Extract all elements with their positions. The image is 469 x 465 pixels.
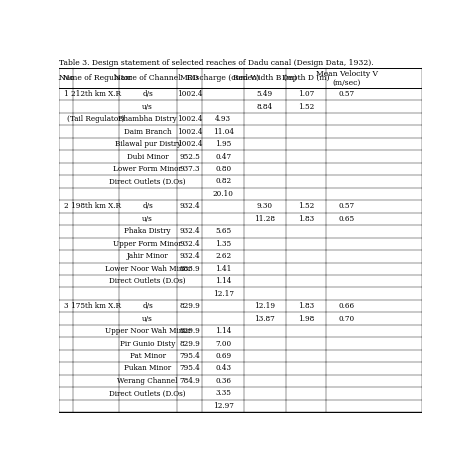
Text: 2: 2 — [64, 202, 68, 211]
Text: 8.84: 8.84 — [257, 103, 273, 111]
Text: 3: 3 — [64, 302, 68, 310]
Text: d/s: d/s — [142, 202, 153, 211]
Text: . No: . No — [58, 74, 74, 82]
Text: d/s: d/s — [142, 90, 153, 98]
Text: Discharge (cumec): Discharge (cumec) — [187, 74, 259, 82]
Text: 1.35: 1.35 — [215, 240, 231, 248]
Text: 12.17: 12.17 — [212, 290, 234, 298]
Text: 1.14: 1.14 — [215, 277, 231, 285]
Text: 198th km X.R: 198th km X.R — [71, 202, 121, 211]
Text: Upper Form Minor: Upper Form Minor — [113, 240, 182, 248]
Text: 0.66: 0.66 — [339, 302, 355, 310]
Text: 20.10: 20.10 — [212, 190, 234, 198]
Text: 4.93: 4.93 — [215, 115, 231, 123]
Text: 1.83: 1.83 — [298, 302, 314, 310]
Text: Mean Velocity V
(m/sec): Mean Velocity V (m/sec) — [316, 70, 378, 87]
Text: d/s: d/s — [142, 302, 153, 310]
Text: 5.49: 5.49 — [257, 90, 273, 98]
Text: 0.57: 0.57 — [339, 202, 355, 211]
Text: 0.82: 0.82 — [215, 178, 231, 186]
Text: Table 3. Design statement of selected reaches of Dadu canal (Design Data, 1932).: Table 3. Design statement of selected re… — [59, 59, 373, 67]
Text: Upper Noor Wah Minor: Upper Noor Wah Minor — [105, 327, 191, 335]
Text: Direct Outlets (D.Os): Direct Outlets (D.Os) — [109, 178, 186, 186]
Text: 0.65: 0.65 — [339, 215, 355, 223]
Text: Lower Noor Wah Minor: Lower Noor Wah Minor — [105, 265, 191, 273]
Text: 175th km X.R: 175th km X.R — [71, 302, 121, 310]
Text: 937.3: 937.3 — [179, 165, 200, 173]
Text: Bilawal pur Distry: Bilawal pur Distry — [114, 140, 181, 148]
Text: 1.52: 1.52 — [298, 103, 314, 111]
Text: Werang Channel: Werang Channel — [117, 377, 178, 385]
Text: 11.28: 11.28 — [254, 215, 275, 223]
Text: Dubi Minor: Dubi Minor — [127, 153, 168, 160]
Text: 3.35: 3.35 — [215, 389, 231, 398]
Text: 1002.4: 1002.4 — [177, 90, 202, 98]
Text: 932.4: 932.4 — [179, 240, 200, 248]
Text: 1.07: 1.07 — [298, 90, 314, 98]
Text: Pat Minor: Pat Minor — [129, 352, 166, 360]
Text: 795.4: 795.4 — [179, 352, 200, 360]
Text: 5.65: 5.65 — [215, 227, 231, 235]
Text: 829.9: 829.9 — [179, 327, 200, 335]
Text: 0.80: 0.80 — [215, 165, 231, 173]
Text: 0.47: 0.47 — [215, 153, 231, 160]
Text: Pukan Minor: Pukan Minor — [124, 365, 171, 372]
Text: 795.4: 795.4 — [179, 365, 200, 372]
Text: 1.95: 1.95 — [215, 140, 231, 148]
Text: 12.19: 12.19 — [254, 302, 275, 310]
Text: 829.9: 829.9 — [179, 302, 200, 310]
Text: 7.00: 7.00 — [215, 339, 231, 347]
Text: 932.4: 932.4 — [179, 227, 200, 235]
Text: u/s: u/s — [142, 103, 153, 111]
Text: 1002.4: 1002.4 — [177, 128, 202, 136]
Text: 0.69: 0.69 — [215, 352, 231, 360]
Text: Lower Form Minor: Lower Form Minor — [113, 165, 182, 173]
Text: (Tail Regulator): (Tail Regulator) — [67, 115, 125, 123]
Text: u/s: u/s — [142, 215, 153, 223]
Text: Pir Gunio Disty: Pir Gunio Disty — [120, 339, 175, 347]
Text: 0.36: 0.36 — [215, 377, 231, 385]
Text: 829.9: 829.9 — [179, 339, 200, 347]
Text: 12.97: 12.97 — [212, 402, 234, 410]
Text: 1002.4: 1002.4 — [177, 115, 202, 123]
Text: 784.9: 784.9 — [179, 377, 200, 385]
Text: Bhambha Distry: Bhambha Distry — [118, 115, 177, 123]
Text: 932.4: 932.4 — [179, 202, 200, 211]
Text: 1.52: 1.52 — [298, 202, 314, 211]
Text: Depth D (m): Depth D (m) — [282, 74, 330, 82]
Text: 1.41: 1.41 — [215, 265, 231, 273]
Text: Daim Branch: Daim Branch — [124, 128, 172, 136]
Text: MRD: MRD — [180, 74, 199, 82]
Text: 0.57: 0.57 — [339, 90, 355, 98]
Text: 13.87: 13.87 — [255, 315, 275, 323]
Text: Direct Outlets (D.Os): Direct Outlets (D.Os) — [109, 389, 186, 398]
Text: 9.30: 9.30 — [257, 202, 273, 211]
Text: Bed Width B (m): Bed Width B (m) — [233, 74, 297, 82]
Text: u/s: u/s — [142, 315, 153, 323]
Text: Phaka Distry: Phaka Distry — [124, 227, 171, 235]
Text: 1: 1 — [63, 90, 68, 98]
Text: 1.83: 1.83 — [298, 215, 314, 223]
Text: Direct Outlets (D.Os): Direct Outlets (D.Os) — [109, 277, 186, 285]
Text: 212th km X.R: 212th km X.R — [71, 90, 121, 98]
Text: 0.43: 0.43 — [215, 365, 231, 372]
Text: 2.62: 2.62 — [215, 252, 231, 260]
Text: 0.70: 0.70 — [339, 315, 355, 323]
Text: 952.5: 952.5 — [179, 153, 200, 160]
Text: Name of Regulator: Name of Regulator — [60, 74, 132, 82]
Text: 883.9: 883.9 — [179, 265, 200, 273]
Text: 1002.4: 1002.4 — [177, 140, 202, 148]
Text: 1.98: 1.98 — [298, 315, 314, 323]
Text: 932.4: 932.4 — [179, 252, 200, 260]
Text: Jahir Minor: Jahir Minor — [127, 252, 168, 260]
Text: Name of Channel: Name of Channel — [114, 74, 181, 82]
Text: 11.04: 11.04 — [212, 128, 234, 136]
Text: 1.14: 1.14 — [215, 327, 231, 335]
